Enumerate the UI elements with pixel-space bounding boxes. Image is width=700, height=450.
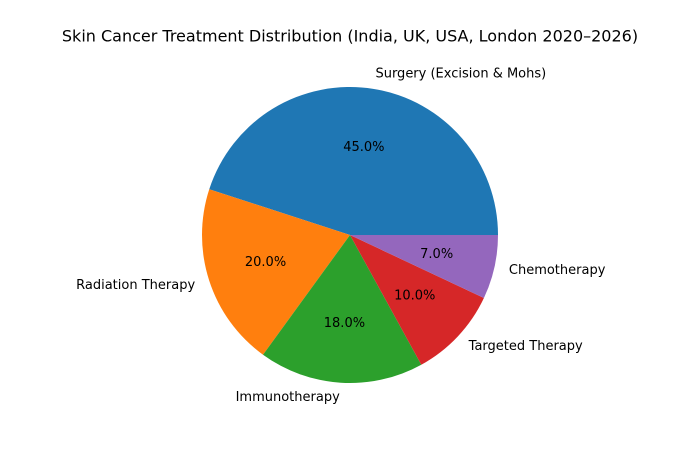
pie-wedge	[350, 235, 484, 365]
pie-wedge	[263, 235, 422, 383]
chart-title: Skin Cancer Treatment Distribution (Indi…	[62, 27, 638, 46]
slice-label: Immunotherapy	[236, 390, 340, 405]
slice-label: Surgery (Excision & Mohs)	[375, 67, 546, 82]
pie-wedge	[209, 86, 498, 235]
pie-wedge	[201, 189, 350, 355]
value-label: 20.0%	[245, 255, 286, 270]
value-label: 18.0%	[324, 316, 365, 331]
slice-label: Radiation Therapy	[76, 278, 195, 293]
value-label: 10.0%	[394, 288, 435, 303]
value-label: 7.0%	[420, 247, 453, 262]
value-label: 45.0%	[343, 140, 384, 155]
pie-wedge	[350, 235, 498, 299]
slice-label: Targeted Therapy	[468, 339, 583, 354]
slice-label: Chemotherapy	[509, 263, 606, 278]
